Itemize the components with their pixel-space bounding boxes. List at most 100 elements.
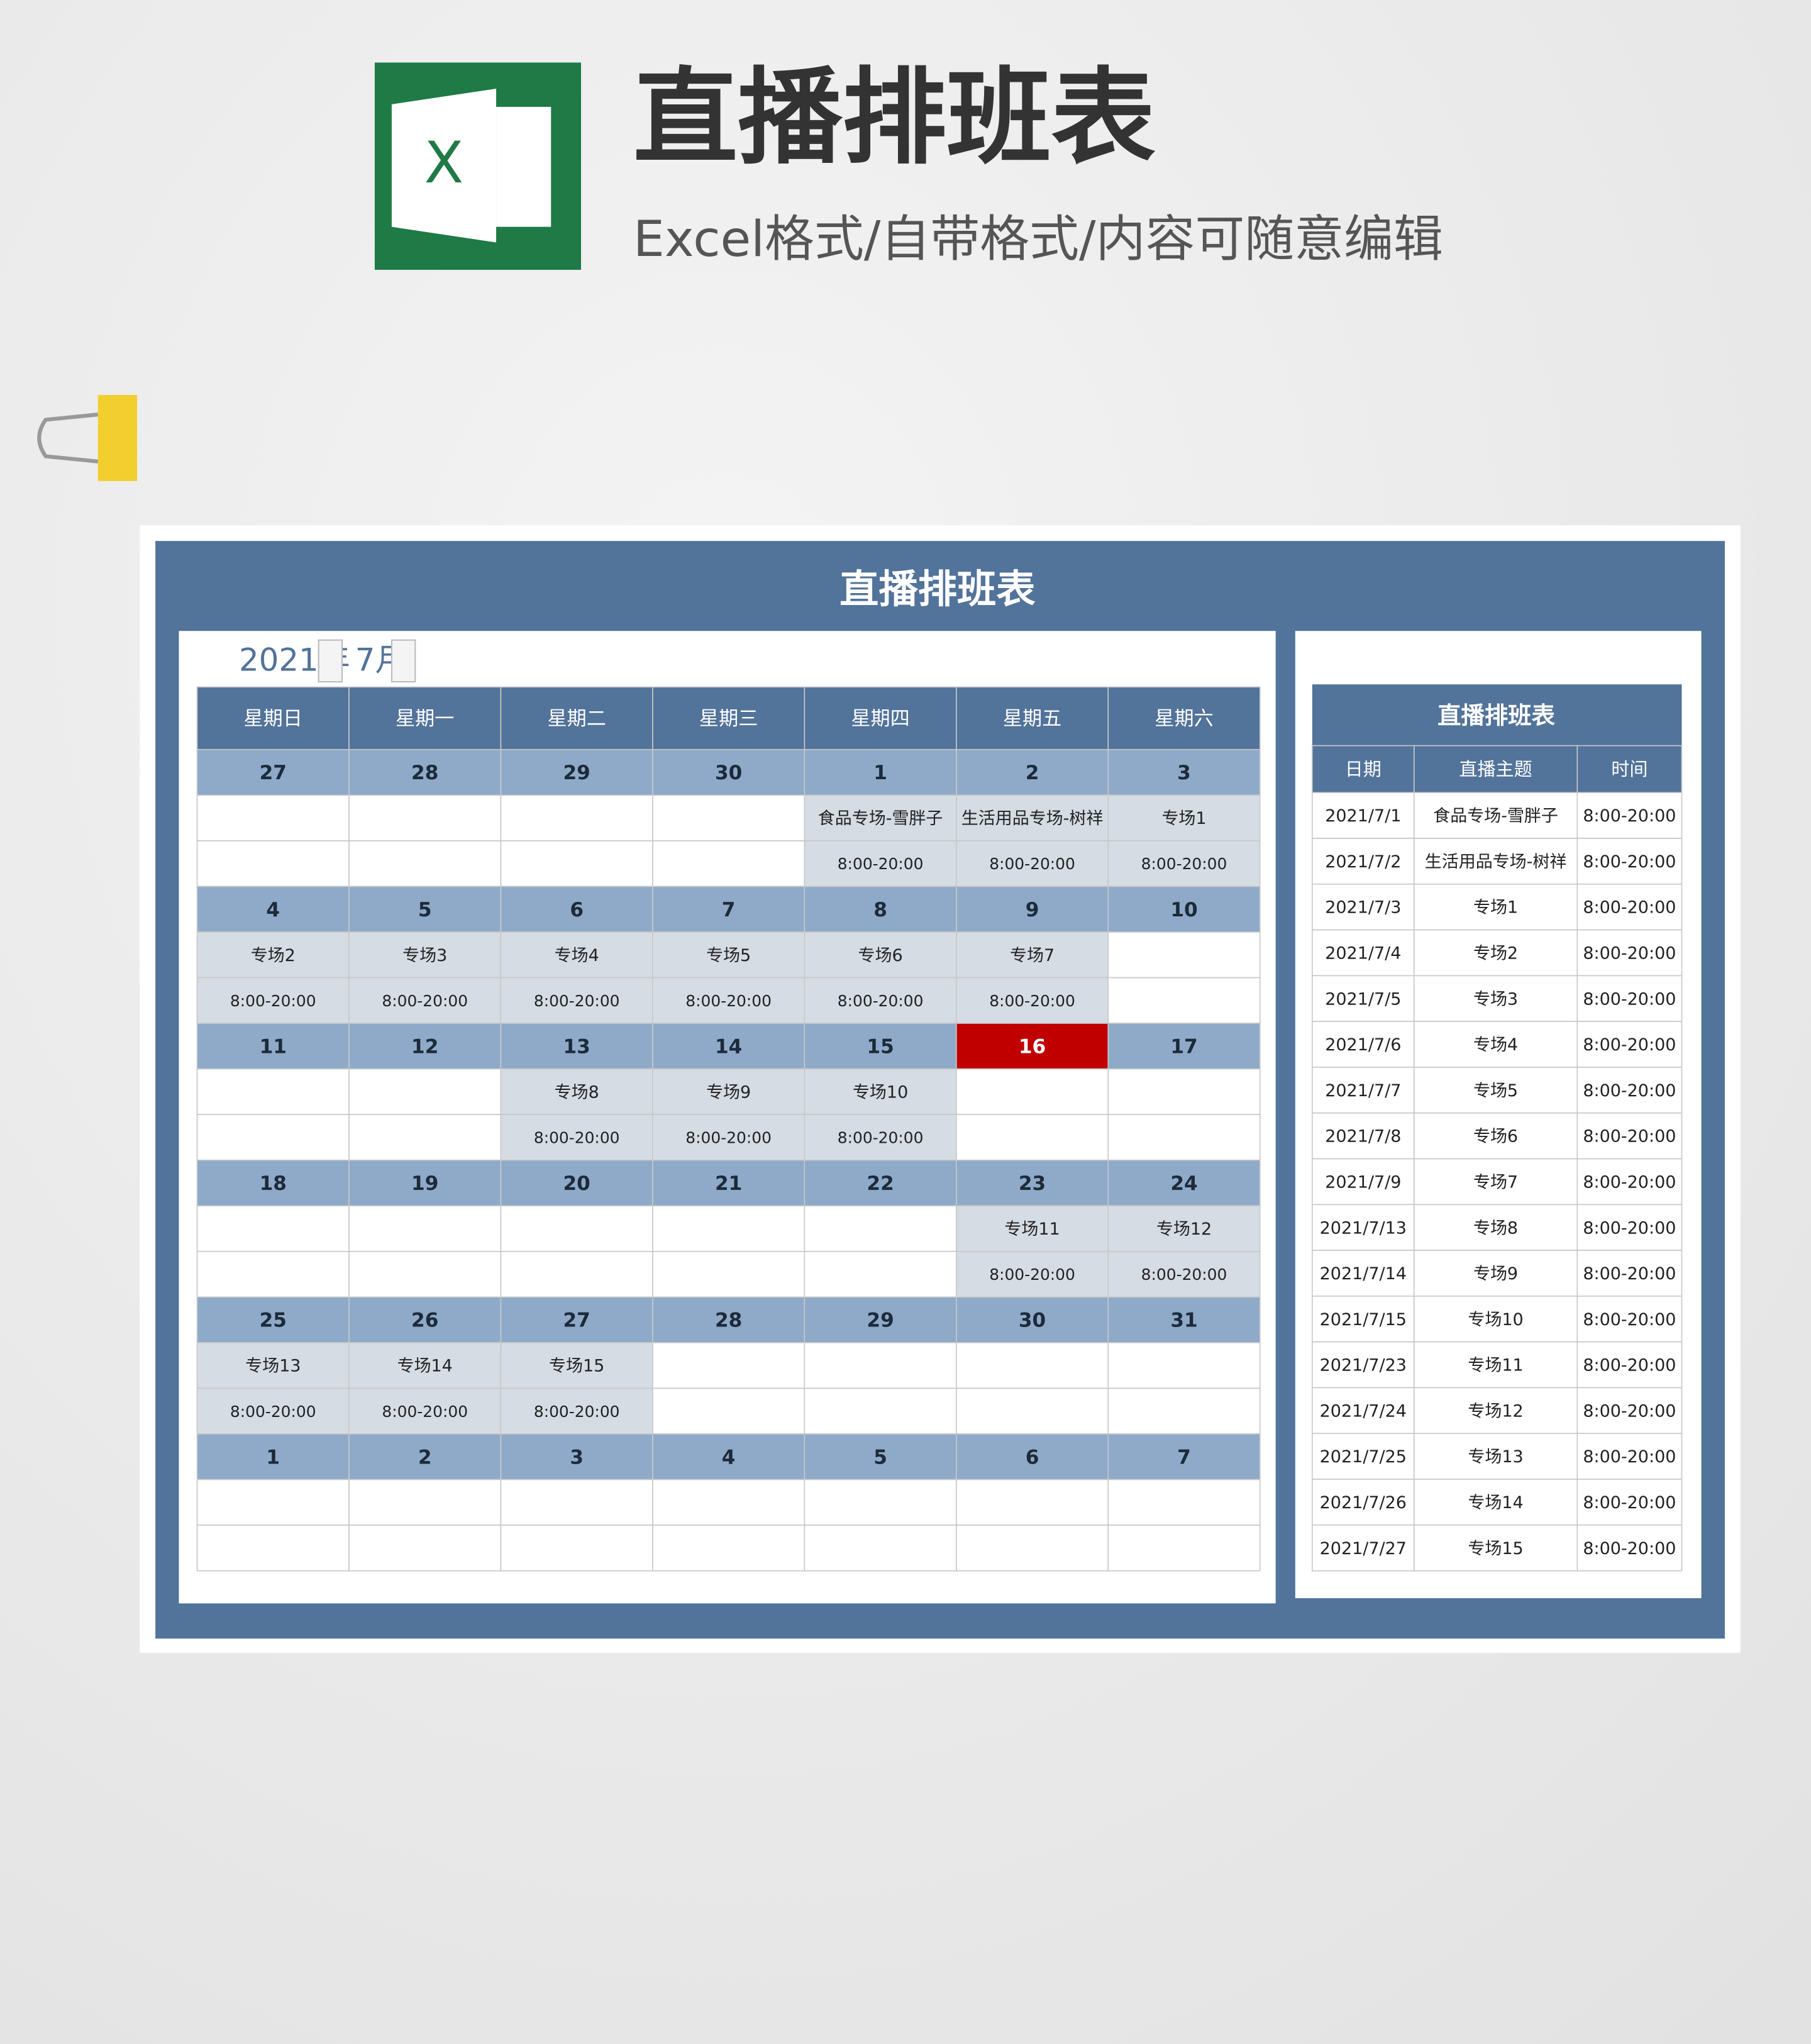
- cell: [956, 794, 1109, 841]
- cell: [348, 686, 502, 750]
- cell: [1311, 1112, 1415, 1160]
- cell: [652, 1525, 806, 1572]
- cell-text: 8:00-20:00: [1583, 898, 1676, 918]
- cell-text: 食品专场-雪胖子: [818, 809, 943, 828]
- cell: [1413, 1021, 1578, 1068]
- cell: [1107, 1159, 1261, 1207]
- cell: [348, 931, 502, 979]
- cell: [500, 1068, 653, 1115]
- cell-text: 专场10: [1468, 1310, 1523, 1330]
- cell-text: 4: [266, 899, 280, 921]
- cell: [1311, 1341, 1415, 1389]
- cell: [196, 794, 350, 841]
- cell-text: 8:00-20:00: [534, 1129, 620, 1147]
- cell-text: 2021/7/13: [1320, 1218, 1407, 1238]
- cell-text: 9: [1026, 899, 1039, 921]
- cell-text: 3: [1177, 762, 1191, 784]
- cell-text: 7: [722, 899, 736, 921]
- cell-text: 24: [1170, 1172, 1197, 1195]
- cell-text: 2021/7/14: [1320, 1264, 1407, 1284]
- cell-text: 6: [1026, 1446, 1039, 1469]
- cell: [1413, 1524, 1578, 1572]
- cell: [196, 931, 350, 979]
- cell-text: 8:00-20:00: [382, 1402, 468, 1421]
- cell: [1413, 1387, 1578, 1435]
- calendar-title: 直播排班表: [839, 566, 1036, 612]
- cell-text: 8:00-20:00: [1583, 1127, 1676, 1147]
- cell: [500, 1433, 653, 1480]
- cell-text: 专场1: [1473, 898, 1518, 918]
- cell-text: 生活用品专场-树祥: [961, 809, 1104, 828]
- cell-text: 16: [1019, 1035, 1046, 1058]
- cell: [1576, 1479, 1683, 1526]
- cell-text: 2: [418, 1446, 432, 1469]
- cell-text: 5: [418, 899, 432, 921]
- cell-text: 15: [867, 1035, 894, 1058]
- cell: [500, 840, 653, 887]
- cell-text: 6: [570, 899, 584, 921]
- cell-text: 10: [1170, 899, 1197, 921]
- cell-text: 25: [260, 1309, 287, 1332]
- cell-text: 8:00-20:00: [1141, 1265, 1227, 1284]
- cell: [804, 1114, 957, 1161]
- cell: [804, 1296, 957, 1343]
- cell-text: 8:00-20:00: [1583, 1493, 1676, 1513]
- cell-text: 专场13: [245, 1357, 301, 1376]
- cell-text: 专场11: [1004, 1219, 1060, 1239]
- cell: [1576, 1524, 1683, 1572]
- cell-text: 18: [260, 1172, 287, 1195]
- cell: [1413, 1067, 1578, 1114]
- year-spinner[interactable]: [318, 639, 343, 683]
- cell-text: 8:00-20:00: [1583, 1035, 1676, 1055]
- cell-text: 专场13: [1468, 1447, 1523, 1467]
- cell: [1107, 686, 1261, 750]
- cell: [196, 686, 350, 750]
- cell-text: 专场8: [1473, 1218, 1518, 1238]
- cell-text: 专场5: [1473, 1081, 1518, 1101]
- cell: [348, 1296, 502, 1343]
- cell: [1107, 1387, 1261, 1435]
- cell-text: 8:00-20:00: [382, 992, 468, 1010]
- cell-text: 8:00-20:00: [1583, 1310, 1676, 1330]
- cell: [1311, 792, 1415, 839]
- cell-text: 8:00-20:00: [230, 1402, 316, 1421]
- cell: [804, 686, 957, 750]
- cell: [956, 840, 1109, 887]
- cell: [804, 1433, 957, 1480]
- cell: [804, 1387, 957, 1435]
- cell-text: 星期六: [1155, 708, 1213, 730]
- cell: [1413, 975, 1578, 1022]
- cell: [1413, 1158, 1578, 1206]
- cell: [1107, 840, 1261, 887]
- cell-text: 2021/7/25: [1320, 1447, 1407, 1467]
- cell: [1413, 1112, 1578, 1160]
- cell: [500, 1114, 653, 1161]
- cell-text: 8:00-20:00: [1583, 989, 1676, 1009]
- cell: [348, 1068, 502, 1115]
- cell: [1311, 838, 1415, 885]
- cell-text: 星期二: [547, 708, 606, 730]
- cell: [196, 886, 350, 933]
- cell-text: 22: [867, 1172, 894, 1195]
- binder-clip: [97, 395, 138, 481]
- cell-text: 27: [563, 1309, 590, 1332]
- cell: [652, 1479, 806, 1526]
- cell-text: 23: [1019, 1172, 1046, 1195]
- month-spinner[interactable]: [390, 639, 416, 683]
- cell-text: 专场6: [858, 946, 903, 965]
- cell-text: 26: [411, 1309, 438, 1332]
- cell-text: 日期: [1345, 758, 1382, 780]
- cell: [1107, 1114, 1261, 1161]
- cell: [348, 1023, 502, 1070]
- cell: [1576, 1433, 1683, 1480]
- cell: [1576, 1158, 1683, 1206]
- cell: [500, 748, 653, 796]
- cell: [196, 1296, 350, 1343]
- cell: [1311, 1067, 1415, 1114]
- list-title-bg: [1312, 684, 1682, 746]
- page-title: 直播排班表: [633, 57, 1156, 179]
- cell: [1107, 977, 1261, 1024]
- cell-text: 1: [873, 762, 887, 784]
- cell: [1107, 931, 1261, 979]
